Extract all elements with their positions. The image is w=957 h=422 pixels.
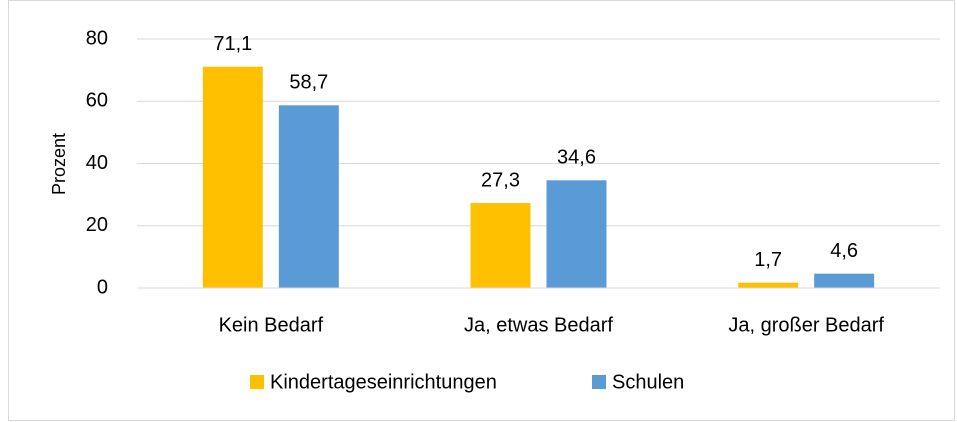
- x-tick-label: Kein Bedarf: [219, 314, 324, 336]
- bar: [738, 282, 799, 288]
- legend-swatch: [592, 375, 606, 389]
- x-tick-label: Ja, etwas Bedarf: [464, 314, 613, 336]
- y-tick-label: 40: [86, 152, 108, 174]
- value-label: 71,1: [213, 33, 252, 55]
- legend-swatch: [250, 375, 264, 389]
- value-label: 27,3: [481, 169, 520, 191]
- x-tick-label: Ja, großer Bedarf: [728, 314, 884, 336]
- y-tick-label: 0: [97, 276, 108, 298]
- value-label: 34,6: [557, 147, 596, 169]
- bar: [202, 66, 263, 288]
- bar: [814, 273, 875, 288]
- legend-label: Schulen: [612, 371, 684, 393]
- bar: [470, 203, 531, 288]
- y-tick-label: 80: [86, 27, 108, 49]
- legend-label: Kindertageseinrichtungen: [270, 371, 497, 393]
- bar: [278, 105, 339, 288]
- bar: [546, 180, 607, 288]
- value-label: 1,7: [754, 249, 782, 271]
- value-label: 4,6: [830, 240, 858, 262]
- y-tick-label: 60: [86, 90, 108, 112]
- chart-frame: [8, 0, 955, 421]
- y-axis-label: Prozent: [49, 133, 69, 195]
- value-label: 58,7: [289, 72, 328, 94]
- y-tick-label: 20: [86, 214, 108, 236]
